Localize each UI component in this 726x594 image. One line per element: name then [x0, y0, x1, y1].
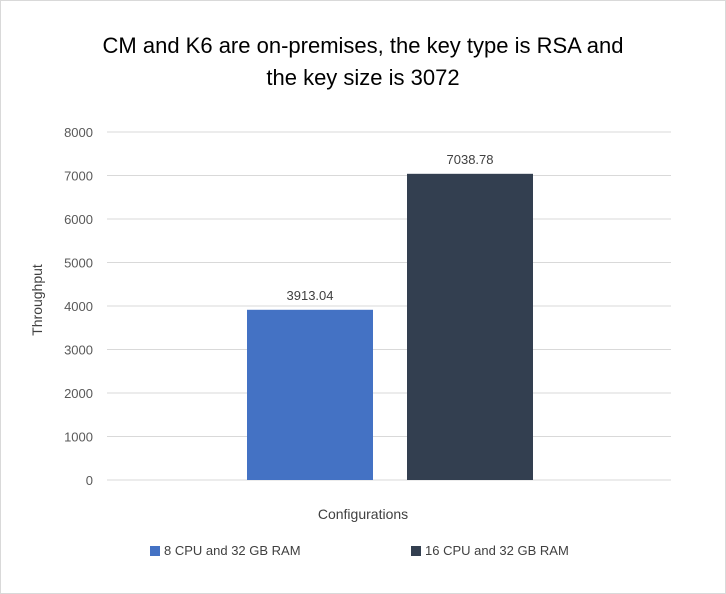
legend-swatch-series-2 [411, 545, 421, 556]
y-tick-label: 5000 [64, 256, 93, 271]
data-label-series-2: 7038.78 [447, 152, 494, 167]
y-tick-label: 2000 [64, 386, 93, 401]
data-label-series-1: 3913.04 [287, 288, 334, 303]
legend: 8 CPU and 32 GB RAM 16 CPU and 32 GB RAM [0, 543, 726, 563]
y-tick-label: 4000 [64, 299, 93, 314]
y-tick-label: 7000 [64, 169, 93, 184]
y-axis-label: Throughput [29, 264, 45, 336]
y-tick-label: 6000 [64, 212, 93, 227]
legend-swatch-series-1 [150, 545, 160, 556]
chart-title-line-2: the key size is 3072 [266, 65, 460, 90]
y-tick-label: 1000 [64, 430, 93, 445]
chart-title-line-1: CM and K6 are on-premises, the key type … [102, 33, 624, 58]
y-tick-label: 3000 [64, 343, 93, 358]
y-tick-label: 0 [86, 473, 93, 488]
bar-series-1 [247, 309, 373, 480]
bar-series-2 [407, 173, 533, 481]
legend-item-series-1: 8 CPU and 32 GB RAM [150, 543, 301, 558]
x-axis-label: Configurations [317, 506, 409, 522]
chart-title: CM and K6 are on-premises, the key type … [40, 30, 686, 94]
legend-item-series-2: 16 CPU and 32 GB RAM [411, 543, 569, 558]
legend-label-series-1: 8 CPU and 32 GB RAM [164, 543, 301, 558]
y-tick-label: 8000 [64, 125, 93, 140]
legend-label-series-2: 16 CPU and 32 GB RAM [425, 543, 569, 558]
